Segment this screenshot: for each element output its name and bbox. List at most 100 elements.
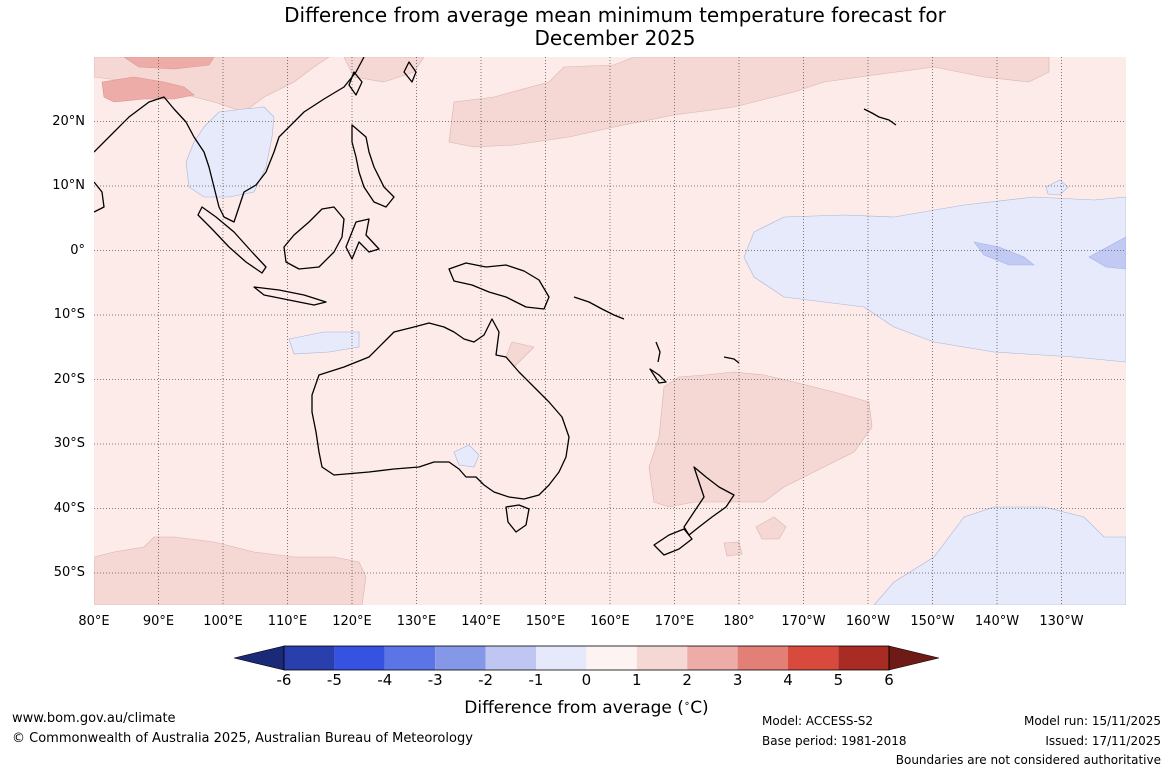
lon-label-80e: 80°E	[78, 614, 110, 629]
colorbar-segment-below-6	[234, 645, 285, 671]
colorbar-tick-4: 4	[783, 671, 793, 689]
coast-borneo	[283, 206, 345, 270]
coast-australia	[311, 318, 570, 500]
colorbar-segment-10	[737, 646, 788, 670]
warm-region-southern-ocean-west	[94, 536, 367, 605]
footer-base-period: Base period: 1981-2018	[762, 734, 907, 748]
title-line-2: December 2025	[534, 26, 696, 50]
colorbar-segment-above-6	[888, 645, 939, 671]
cool-region-equatorial-pacific	[743, 196, 1126, 363]
colorbar-tick-minus-1: -1	[528, 671, 544, 689]
lon-label-140w: 140°W	[974, 614, 1020, 629]
lon-label-160w: 160°W	[845, 614, 891, 629]
coast-new-guinea	[448, 262, 550, 310]
colorbar-segment-11	[788, 646, 839, 670]
cooler-anomaly-regions	[973, 236, 1126, 270]
coast-sulawesi	[345, 218, 380, 260]
colorbar-tick-minus-3: -3	[427, 671, 443, 689]
coast-java	[253, 286, 327, 306]
footer-issued: Issued: 17/11/2025	[1045, 734, 1161, 748]
coast-tasmania	[505, 504, 530, 533]
lat-label-10s: 10°S	[53, 307, 85, 322]
coast-new-zealand-south	[653, 528, 693, 556]
coast-sri-lanka-edge	[94, 181, 105, 213]
lat-label-40s: 40°S	[53, 500, 85, 516]
colorbar-tick-minus-5: -5	[326, 671, 342, 689]
colorbar-segment-9	[687, 646, 738, 670]
lon-label-160e: 160°E	[590, 614, 630, 629]
cooler-region-central-pacific	[973, 241, 1035, 266]
coast-mainland-asia	[94, 57, 365, 223]
colorbar-tick-0: 0	[581, 671, 592, 689]
lon-label-130w: 130°W	[1039, 614, 1084, 629]
lon-label-150e: 150°E	[525, 614, 566, 629]
colorbar-segment-5	[485, 646, 536, 670]
chart-title: Difference from average mean minimum tem…	[0, 4, 1173, 50]
lon-label-150w: 150°W	[910, 614, 955, 629]
lon-label-90e: 90°E	[142, 614, 175, 629]
coast-japan	[403, 61, 417, 83]
lon-label-110e: 110°E	[267, 614, 308, 629]
cool-region-southeast-pacific	[873, 506, 1126, 605]
colorbar-segment-4	[435, 646, 486, 670]
colorbar-tick-1: 1	[632, 671, 642, 689]
coast-hawaii	[863, 108, 897, 126]
lon-label-170e: 170°E	[654, 614, 695, 629]
coast-taiwan	[348, 71, 363, 96]
cool-region-south-australia	[453, 444, 480, 468]
colorbar-tick-minus-6: -6	[276, 671, 292, 689]
warmer-region-himalaya	[123, 57, 215, 70]
coast-new-caledonia	[649, 368, 667, 384]
coast-sumatra	[197, 206, 267, 274]
coastlines	[94, 57, 897, 556]
lat-label-equator: 0°	[70, 242, 85, 258]
coast-new-zealand-north	[683, 466, 735, 536]
lon-label-140e: 140°E	[461, 614, 501, 629]
colorbar-label-text: Difference from average (	[464, 698, 684, 718]
footer-website[interactable]: www.bom.gov.au/climate	[12, 711, 176, 726]
colorbar-tick-2: 2	[682, 671, 692, 689]
lon-label-180: 180°	[723, 614, 755, 629]
cool-region-small-north-pacific	[1045, 179, 1069, 196]
colorbar-segment-7	[586, 646, 637, 670]
colorbar-label: Difference from average (∘C)	[0, 698, 1173, 718]
colorbar-tick-5: 5	[833, 671, 844, 689]
coast-philippines	[351, 124, 395, 208]
warm-region-north-pacific	[448, 57, 1050, 148]
cool-anomaly-regions	[185, 106, 1126, 605]
lon-label-120e: 120°E	[332, 614, 372, 629]
lat-label-20n: 20°N	[52, 113, 85, 129]
warm-region-south-nz	[755, 516, 787, 540]
footer-model-run: Model run: 15/11/2025	[1023, 714, 1161, 728]
colorbar	[234, 645, 939, 671]
warm-region-south-china	[343, 57, 425, 83]
warm-anomaly-regions	[94, 57, 1050, 605]
cooler-region-east-pacific	[1088, 236, 1126, 270]
coast-fiji	[723, 356, 740, 364]
coast-solomon-islands	[573, 296, 625, 320]
lon-label-130e: 130°E	[396, 614, 437, 629]
graticule	[94, 57, 1126, 605]
colorbar-segment-12	[838, 646, 889, 670]
lat-label-30s: 30°S	[53, 436, 85, 451]
colorbar-segment-1	[284, 646, 335, 670]
warm-region-small-patch	[723, 541, 743, 557]
footer-model: Model: ACCESS-S2	[762, 714, 874, 728]
degree-symbol: ∘	[683, 698, 691, 710]
colorbar-segment-2	[334, 646, 385, 670]
title-line-1: Difference from average mean minimum tem…	[284, 3, 946, 27]
footer-disclaimer: Boundaries are not considered authoritat…	[895, 753, 1161, 767]
colorbar-segment-6	[536, 646, 587, 670]
colorbar-segment-3	[384, 646, 436, 670]
lat-label-50s: 50°S	[53, 565, 85, 580]
warmer-region-indochina	[101, 76, 195, 103]
colorbar-tick-minus-2: -2	[478, 671, 494, 689]
footer-copyright: © Commonwealth of Australia 2025, Austra…	[12, 731, 473, 746]
colorbar-frame	[283, 645, 890, 671]
colorbar-label-unit: C)	[690, 698, 709, 718]
warmer-anomaly-regions	[101, 57, 215, 103]
meridians	[158, 57, 1062, 605]
coast-vanuatu	[655, 341, 661, 363]
cool-region-indian-ocean	[288, 331, 360, 355]
colorbar-segment-8	[636, 646, 688, 670]
